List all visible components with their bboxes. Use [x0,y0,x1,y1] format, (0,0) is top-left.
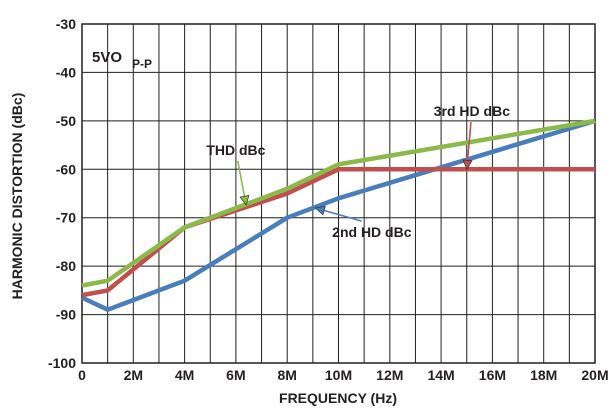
y-tick-label: -100 [48,355,76,371]
x-tick-label: 2M [124,367,143,383]
x-tick-label: 0 [78,367,86,383]
y-axis-label: HARMONIC DISTORTION (dBc) [9,93,25,300]
y-tick-label: -40 [56,64,76,80]
annotation-arrow-head [314,205,326,216]
y-tick-label: -70 [56,210,76,226]
x-tick-label: 10M [325,367,352,383]
x-axis-label: FREQUENCY (Hz) [279,390,397,406]
y-tick-label: -80 [56,258,76,274]
series-lines [81,118,596,312]
series-line-2 [81,118,596,312]
grid [81,23,596,364]
x-tick-label: 12M [376,367,403,383]
x-tick-label: 8M [277,367,296,383]
condition-label-main: 5VO [92,49,122,66]
series-annotation-label: THD dBc [206,142,265,158]
y-tick-label: -30 [56,16,76,32]
x-tick-label: 4M [175,367,194,383]
y-tick-label: -90 [56,307,76,323]
y-tick-label: -50 [56,113,76,129]
condition-label-subscript: P-P [132,57,152,71]
x-tick-label: 20M [581,367,608,383]
x-tick-label: 16M [479,367,506,383]
condition-label: 5VO P-P [92,49,152,71]
annotation-arrow-head [462,159,473,170]
annotation-arrow-head [239,195,250,206]
x-tick-label: 6M [226,367,245,383]
series-line-0 [81,118,596,288]
tick-labels: 0 2M 4M 6M 8M 10M 12M 14M 16M 18M 20M -30 -40 -50 -60 -… [48,16,609,383]
series-annotation-label: 3rd HD dBc [434,103,510,119]
plot-frame [81,23,596,364]
series-annotation-label: 2nd HD dBc [332,224,412,240]
y-tick-label: -60 [56,161,76,177]
x-tick-label: 18M [530,367,557,383]
x-tick-label: 14M [427,367,454,383]
annotations: THD dBc 3rd HD dBc 2nd HD dBc [206,103,510,240]
